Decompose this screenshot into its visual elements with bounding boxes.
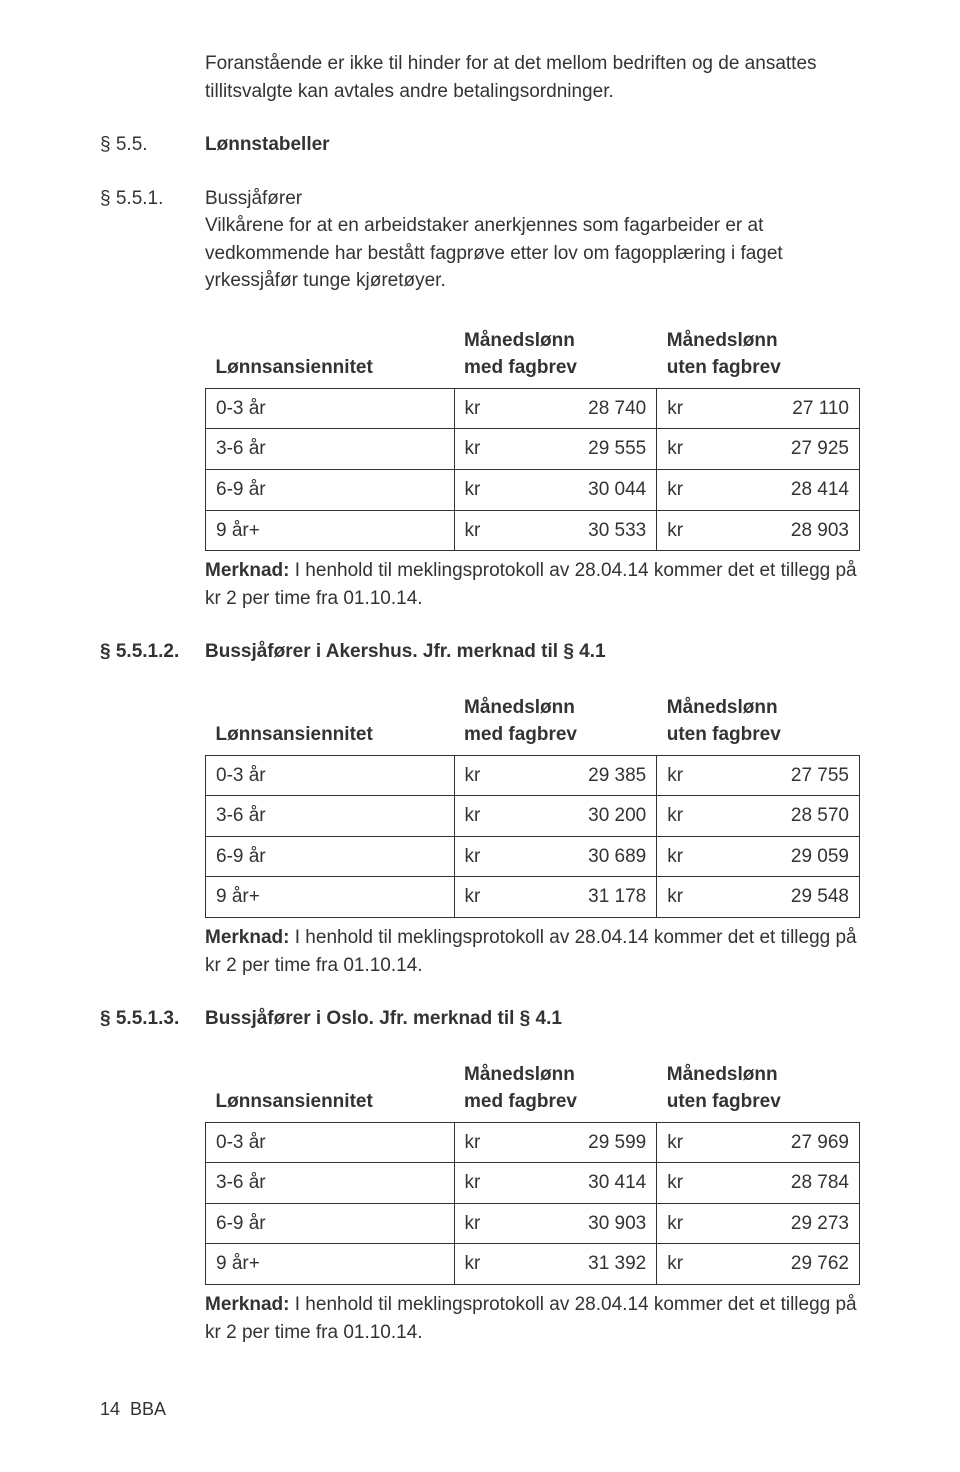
table-row: 6-9 årkr30 044kr28 414 <box>206 470 860 511</box>
row-med-fagbrev: kr31 392 <box>454 1244 657 1285</box>
row-med-fagbrev: kr28 740 <box>454 388 657 429</box>
row-uten-fagbrev: kr28 784 <box>657 1163 860 1204</box>
page-footer: 14 BBA <box>100 1396 860 1422</box>
row-med-fagbrev: kr30 044 <box>454 470 657 511</box>
row-uten-fagbrev: kr28 414 <box>657 470 860 511</box>
intro-paragraph: Foranstående er ikke til hinder for at d… <box>100 50 860 105</box>
row-med-fagbrev: kr29 385 <box>454 755 657 796</box>
section-5-5-1-title: Bussjåfører <box>205 188 302 209</box>
merknad-text: I henhold til meklingsprotokoll av 28.04… <box>205 560 857 609</box>
row-med-fagbrev: kr30 689 <box>454 836 657 877</box>
merknad-label: Merknad: <box>205 1294 289 1315</box>
row-uten-fagbrev: kr27 755 <box>657 755 860 796</box>
row-label: 9 år+ <box>206 1244 455 1285</box>
row-uten-fagbrev: kr27 110 <box>657 388 860 429</box>
header-col-2: Månedslønn med fagbrev <box>454 688 657 756</box>
table-row: 3-6 årkr30 200kr28 570 <box>206 796 860 837</box>
salary-table-3: Lønnsansiennitet Månedslønn med fagbrev … <box>205 1055 860 1285</box>
table-row: 6-9 årkr30 903kr29 273 <box>206 1203 860 1244</box>
row-label: 0-3 år <box>206 388 455 429</box>
section-5-5-1-3-number: § 5.5.1.3. <box>100 1005 205 1033</box>
row-med-fagbrev: kr30 414 <box>454 1163 657 1204</box>
row-med-fagbrev: kr29 599 <box>454 1122 657 1163</box>
section-5-5-1-2-title: Bussjåfører i Akershus. Jfr. merknad til… <box>205 638 860 666</box>
table-row: 9 år+kr31 392kr29 762 <box>206 1244 860 1285</box>
row-label: 0-3 år <box>206 755 455 796</box>
salary-table-1: Lønnsansiennitet Månedslønn med fagbrev … <box>205 321 860 551</box>
section-5-5-1-number: § 5.5.1. <box>100 185 205 295</box>
row-uten-fagbrev: kr28 570 <box>657 796 860 837</box>
table-row: 0-3 årkr29 599kr27 969 <box>206 1122 860 1163</box>
table-row: 9 år+kr31 178kr29 548 <box>206 877 860 918</box>
row-label: 6-9 år <box>206 1203 455 1244</box>
header-col-3: Månedslønn uten fagbrev <box>657 321 860 389</box>
row-label: 0-3 år <box>206 1122 455 1163</box>
table-row: 0-3 årkr29 385kr27 755 <box>206 755 860 796</box>
merknad-3: Merknad: I henhold til meklingsprotokoll… <box>205 1291 860 1346</box>
merknad-2: Merknad: I henhold til meklingsprotokoll… <box>205 924 860 979</box>
row-med-fagbrev: kr30 533 <box>454 510 657 551</box>
merknad-label: Merknad: <box>205 927 289 948</box>
row-label: 3-6 år <box>206 796 455 837</box>
row-label: 9 år+ <box>206 510 455 551</box>
section-5-5-1-2-number: § 5.5.1.2. <box>100 638 205 666</box>
row-label: 3-6 år <box>206 1163 455 1204</box>
header-col-1: Lønnsansiennitet <box>206 688 455 756</box>
intro-text: Foranstående er ikke til hinder for at d… <box>205 53 817 102</box>
row-med-fagbrev: kr29 555 <box>454 429 657 470</box>
header-col-1: Lønnsansiennitet <box>206 321 455 389</box>
row-uten-fagbrev: kr29 762 <box>657 1244 860 1285</box>
row-label: 6-9 år <box>206 470 455 511</box>
section-5-5-1-2: § 5.5.1.2. Bussjåfører i Akershus. Jfr. … <box>100 638 860 666</box>
table-row: 6-9 årkr30 689kr29 059 <box>206 836 860 877</box>
table-header-row: Lønnsansiennitet Månedslønn med fagbrev … <box>206 321 860 389</box>
section-5-5: § 5.5. Lønnstabeller <box>100 131 860 159</box>
page-number: 14 <box>100 1399 120 1419</box>
header-col-1: Lønnsansiennitet <box>206 1055 455 1123</box>
section-5-5-1-body: Bussjåfører Vilkårene for at en arbeidst… <box>205 185 860 295</box>
merknad-text: I henhold til meklingsprotokoll av 28.04… <box>205 927 857 976</box>
row-uten-fagbrev: kr27 969 <box>657 1122 860 1163</box>
row-med-fagbrev: kr30 200 <box>454 796 657 837</box>
row-label: 9 år+ <box>206 877 455 918</box>
footer-label: BBA <box>130 1399 166 1419</box>
section-5-5-1-3: § 5.5.1.3. Bussjåfører i Oslo. Jfr. merk… <box>100 1005 860 1033</box>
row-uten-fagbrev: kr29 548 <box>657 877 860 918</box>
section-5-5-1-3-title: Bussjåfører i Oslo. Jfr. merknad til § 4… <box>205 1005 860 1033</box>
table1-body: 0-3 årkr28 740kr27 1103-6 årkr29 555kr27… <box>206 388 860 550</box>
table-header-row: Lønnsansiennitet Månedslønn med fagbrev … <box>206 688 860 756</box>
table-row: 0-3 årkr28 740kr27 110 <box>206 388 860 429</box>
table-row: 9 år+kr30 533kr28 903 <box>206 510 860 551</box>
table-row: 3-6 årkr29 555kr27 925 <box>206 429 860 470</box>
table3-body: 0-3 årkr29 599kr27 9693-6 årkr30 414kr28… <box>206 1122 860 1284</box>
table-row: 3-6 årkr30 414kr28 784 <box>206 1163 860 1204</box>
merknad-1: Merknad: I henhold til meklingsprotokoll… <box>205 557 860 612</box>
row-label: 3-6 år <box>206 429 455 470</box>
section-5-5-1-text: Vilkårene for at en arbeidstaker anerkje… <box>205 215 783 291</box>
merknad-label: Merknad: <box>205 560 289 581</box>
row-uten-fagbrev: kr29 059 <box>657 836 860 877</box>
row-label: 6-9 år <box>206 836 455 877</box>
header-col-3: Månedslønn uten fagbrev <box>657 1055 860 1123</box>
section-5-5-number: § 5.5. <box>100 131 205 159</box>
header-col-2: Månedslønn med fagbrev <box>454 321 657 389</box>
table-header-row: Lønnsansiennitet Månedslønn med fagbrev … <box>206 1055 860 1123</box>
header-col-3: Månedslønn uten fagbrev <box>657 688 860 756</box>
salary-table-2: Lønnsansiennitet Månedslønn med fagbrev … <box>205 688 860 918</box>
header-col-2: Månedslønn med fagbrev <box>454 1055 657 1123</box>
row-med-fagbrev: kr30 903 <box>454 1203 657 1244</box>
table2-body: 0-3 årkr29 385kr27 7553-6 årkr30 200kr28… <box>206 755 860 917</box>
merknad-text: I henhold til meklingsprotokoll av 28.04… <box>205 1294 857 1343</box>
row-uten-fagbrev: kr29 273 <box>657 1203 860 1244</box>
row-uten-fagbrev: kr27 925 <box>657 429 860 470</box>
row-med-fagbrev: kr31 178 <box>454 877 657 918</box>
section-5-5-1: § 5.5.1. Bussjåfører Vilkårene for at en… <box>100 185 860 295</box>
section-5-5-title: Lønnstabeller <box>205 131 860 159</box>
row-uten-fagbrev: kr28 903 <box>657 510 860 551</box>
